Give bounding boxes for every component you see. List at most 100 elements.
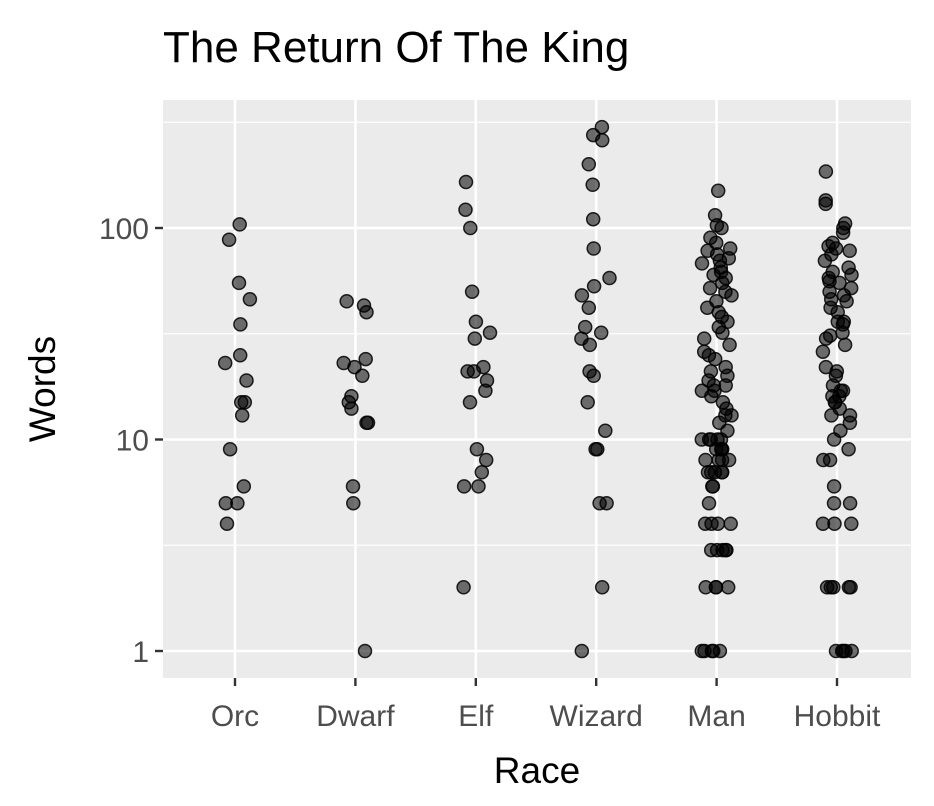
data-point xyxy=(826,432,842,447)
data-point xyxy=(834,643,850,659)
x-tick-label: Man xyxy=(687,700,745,733)
data-point xyxy=(359,304,374,320)
data-point xyxy=(355,368,370,384)
data-point xyxy=(581,300,597,315)
data-point xyxy=(237,395,253,410)
data-point xyxy=(344,401,359,416)
data-point xyxy=(711,452,726,468)
data-point xyxy=(581,157,597,172)
data-point xyxy=(217,355,233,371)
data-point xyxy=(842,415,858,431)
data-point xyxy=(345,479,361,494)
data-point xyxy=(574,288,590,303)
data-point xyxy=(839,294,854,309)
data-point xyxy=(818,196,833,212)
data-point xyxy=(826,479,842,494)
x-tick-label: Wizard xyxy=(550,700,643,733)
data-point xyxy=(242,292,258,307)
data-point xyxy=(842,495,858,511)
data-point xyxy=(231,275,247,291)
data-point xyxy=(815,344,831,359)
data-point xyxy=(234,408,250,423)
data-point xyxy=(594,580,610,595)
data-point xyxy=(715,325,730,340)
data-point xyxy=(723,516,738,531)
data-point xyxy=(832,275,847,291)
data-point xyxy=(698,452,713,468)
data-point xyxy=(844,267,859,283)
data-point xyxy=(232,217,247,232)
x-tick-label: Dwarf xyxy=(316,700,395,733)
x-axis-title: Race xyxy=(494,750,580,791)
data-point xyxy=(586,241,601,256)
data-point xyxy=(458,174,474,190)
data-point xyxy=(698,580,713,595)
chart-title: The Return Of The King xyxy=(163,23,629,72)
data-point xyxy=(458,202,473,217)
data-point xyxy=(696,331,712,346)
data-point xyxy=(478,383,493,399)
data-point xyxy=(586,368,601,384)
data-point xyxy=(232,348,248,363)
data-point xyxy=(826,495,842,511)
data-point xyxy=(582,337,598,353)
data-point xyxy=(478,452,494,468)
data-point xyxy=(841,441,856,457)
data-point xyxy=(722,337,737,353)
data-point xyxy=(219,516,235,531)
data-point xyxy=(843,580,858,595)
data-points xyxy=(217,119,859,659)
data-point xyxy=(701,495,717,511)
data-point xyxy=(236,479,252,494)
data-point xyxy=(456,580,471,595)
axes: 1 10 100 Orc Dwarf Elf Wizard Man Hobbit xyxy=(99,213,881,733)
data-point xyxy=(456,479,472,494)
data-point xyxy=(239,373,254,388)
data-point xyxy=(842,243,857,259)
data-point xyxy=(464,284,480,299)
y-axis-title: Words xyxy=(22,336,63,442)
data-point xyxy=(824,408,839,423)
data-point xyxy=(574,643,590,659)
data-point xyxy=(221,232,237,247)
data-point xyxy=(724,408,739,423)
data-point xyxy=(468,314,484,330)
data-point xyxy=(818,331,834,346)
data-point xyxy=(469,441,485,457)
data-point xyxy=(697,516,713,531)
data-point xyxy=(714,465,730,480)
y-tick-label: 100 xyxy=(99,213,149,246)
data-point xyxy=(358,351,373,367)
data-point xyxy=(827,516,842,531)
data-point xyxy=(694,256,710,271)
data-point xyxy=(585,211,601,227)
data-point xyxy=(593,325,609,340)
data-point xyxy=(816,452,831,468)
data-point xyxy=(705,479,721,494)
data-point xyxy=(482,325,498,340)
plot-panel xyxy=(163,100,911,678)
data-point xyxy=(602,270,617,286)
data-point xyxy=(222,441,238,457)
data-point xyxy=(837,337,853,353)
data-point xyxy=(817,253,833,269)
data-point xyxy=(703,542,719,558)
x-tick-label: Orc xyxy=(211,700,259,733)
data-point xyxy=(466,364,482,379)
data-point xyxy=(594,132,610,148)
data-point xyxy=(697,643,712,659)
data-point xyxy=(357,643,373,659)
data-point xyxy=(724,288,739,303)
y-tick-label: 10 xyxy=(116,425,149,458)
data-point xyxy=(818,164,834,179)
data-point xyxy=(835,325,850,340)
data-point xyxy=(471,479,486,494)
data-point xyxy=(467,331,483,346)
data-point xyxy=(580,395,595,410)
data-point xyxy=(720,580,736,595)
data-point xyxy=(710,183,726,199)
data-point xyxy=(230,495,245,511)
data-point xyxy=(823,580,839,595)
data-point xyxy=(233,317,248,332)
